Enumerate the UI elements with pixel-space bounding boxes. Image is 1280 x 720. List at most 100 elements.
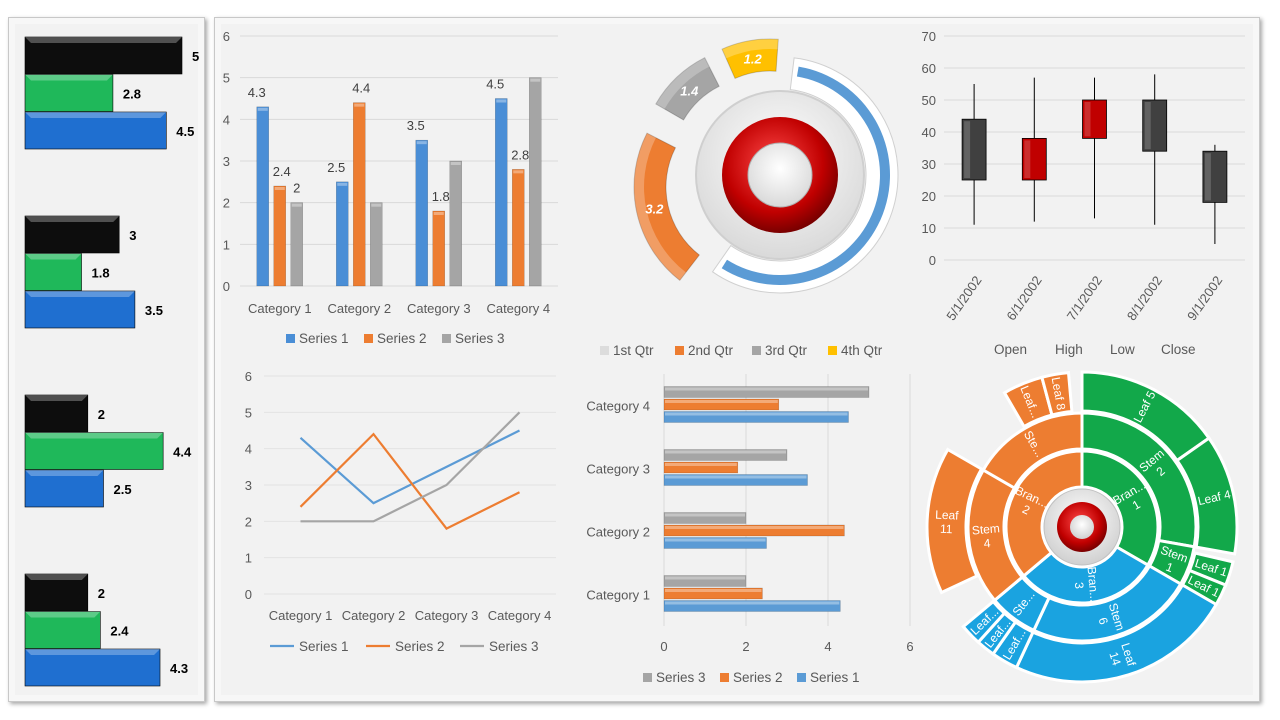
left-bar-bevel: [25, 291, 135, 297]
hbar-legend-3-swatch: [643, 673, 652, 682]
hbar-bar-2-highlight: [665, 589, 762, 592]
line-y-tick: 6: [245, 369, 252, 384]
column-bar-1-highlight: [337, 182, 348, 186]
hbar-x-tick: 0: [660, 639, 667, 654]
stock-legend-label: Open: [994, 342, 1027, 357]
line-series-2: [299, 432, 520, 530]
left-bar-label: 5: [192, 49, 199, 64]
hbar-legend-2-label: Series 2: [733, 670, 783, 685]
column-bar-1-highlight: [257, 107, 268, 111]
stock-legend-label: High: [1055, 342, 1083, 357]
sunburst-segment: [1174, 436, 1239, 556]
line-y-tick: 4: [245, 442, 252, 457]
hbar-bar-1: [663, 411, 849, 423]
line-x-tick: Category 1: [269, 608, 333, 623]
left-bar-bevel: [25, 432, 164, 439]
stock-candle-bevel: [1204, 153, 1211, 201]
column-x-tick: Category 1: [248, 301, 312, 316]
donut-legend-4-swatch: [828, 346, 837, 355]
column-x-tick: Category 4: [486, 301, 550, 316]
stock-candle: [1142, 99, 1168, 152]
column-bar-3: [290, 202, 303, 287]
left-bar-blue: [24, 290, 136, 329]
hbar-bar-1-highlight: [665, 601, 840, 605]
donut-center-hub: [747, 142, 813, 208]
hbar-bar-3-highlight: [665, 576, 745, 580]
column-data-label: 1.8: [432, 189, 450, 204]
hbar-bar-1-highlight: [665, 538, 766, 542]
hbar-bar-3: [663, 512, 747, 524]
column-legend-2-swatch: [364, 334, 373, 343]
left-bar-bevel: [25, 112, 167, 118]
donut-segment-4th-qtr: [721, 38, 779, 80]
line-y-tick: 1: [245, 551, 252, 566]
hbar-bar-3: [663, 386, 870, 398]
stock-candle: [1202, 150, 1228, 203]
stock-legend-label: Close: [1161, 342, 1196, 357]
column-y-tick: 0: [223, 279, 230, 294]
column-data-label: 2: [293, 181, 300, 196]
stock-candle-bevel: [1024, 140, 1031, 178]
left-bar-black: [24, 36, 183, 75]
left-bar-label: 2: [98, 586, 105, 601]
hbar-bar-2-highlight: [665, 400, 778, 403]
stock-y-tick: 10: [922, 221, 936, 236]
column-y-tick: 4: [223, 112, 230, 127]
column-bar-1-highlight: [496, 99, 507, 103]
column-legend-2-label: Series 2: [377, 331, 427, 346]
column-bar-2-highlight: [513, 170, 524, 174]
left-bar-bevel: [25, 574, 88, 580]
hbar-y-tick: Category 3: [586, 462, 650, 477]
donut-legend-1-label: 1st Qtr: [613, 343, 654, 358]
left-bar-black: [24, 394, 89, 433]
hbar-bar-3: [663, 449, 788, 461]
sunburst-segment: [961, 599, 1007, 645]
column-bar-1: [336, 181, 349, 287]
donut-legend-3-label: 3rd Qtr: [765, 343, 808, 358]
left-bar-label: 4.4: [173, 445, 192, 460]
column-bar-3-highlight: [371, 203, 382, 207]
hbar-bar-1: [663, 600, 841, 612]
column-legend-1-label: Series 1: [299, 331, 349, 346]
column-bar-3-highlight: [450, 162, 461, 165]
line-x-tick: Category 2: [342, 608, 406, 623]
left-bar-label: 2.4: [110, 624, 129, 639]
hbar-legend-1-swatch: [797, 673, 806, 682]
hbar-x-tick: 2: [742, 639, 749, 654]
left-bar-bevel: [25, 216, 120, 222]
donut-segment-bevel: [655, 57, 710, 109]
hbar-bar-3-highlight: [665, 387, 868, 391]
stock-candle: [961, 118, 987, 181]
sunburst-segment-label: Leaf14: [1105, 641, 1139, 672]
column-legend-3-label: Series 3: [455, 331, 505, 346]
stock-legend-label: Low: [1110, 342, 1135, 357]
column-y-tick: 5: [223, 71, 230, 86]
stock-y-tick: 40: [922, 125, 936, 140]
column-legend-3-swatch: [442, 334, 451, 343]
column-y-tick: 6: [223, 29, 230, 44]
donut-segment-1st-qtr-frame: [711, 57, 899, 294]
hbar-bar-3-highlight: [665, 513, 745, 517]
column-bar-2-highlight: [274, 187, 285, 190]
hbar-y-tick: Category 4: [586, 399, 650, 414]
line-legend-label: Series 1: [299, 639, 349, 654]
column-data-label: 4.4: [352, 81, 370, 96]
hbar-bar-1: [663, 474, 808, 486]
column-x-tick: Category 2: [327, 301, 391, 316]
left-bar-label: 2: [98, 407, 105, 422]
stock-y-tick: 20: [922, 189, 936, 204]
hbar-bar-2: [663, 398, 780, 411]
column-bar-2: [353, 102, 366, 287]
column-data-label: 4.3: [248, 85, 266, 100]
line-x-tick: Category 4: [488, 608, 552, 623]
left-bar-bevel: [25, 37, 182, 43]
donut-legend-1-swatch: [600, 346, 609, 355]
column-bar-2-highlight: [354, 103, 365, 107]
column-bar-3: [449, 160, 462, 287]
column-y-tick: 1: [223, 237, 230, 252]
left-bar-bevel: [25, 470, 104, 476]
